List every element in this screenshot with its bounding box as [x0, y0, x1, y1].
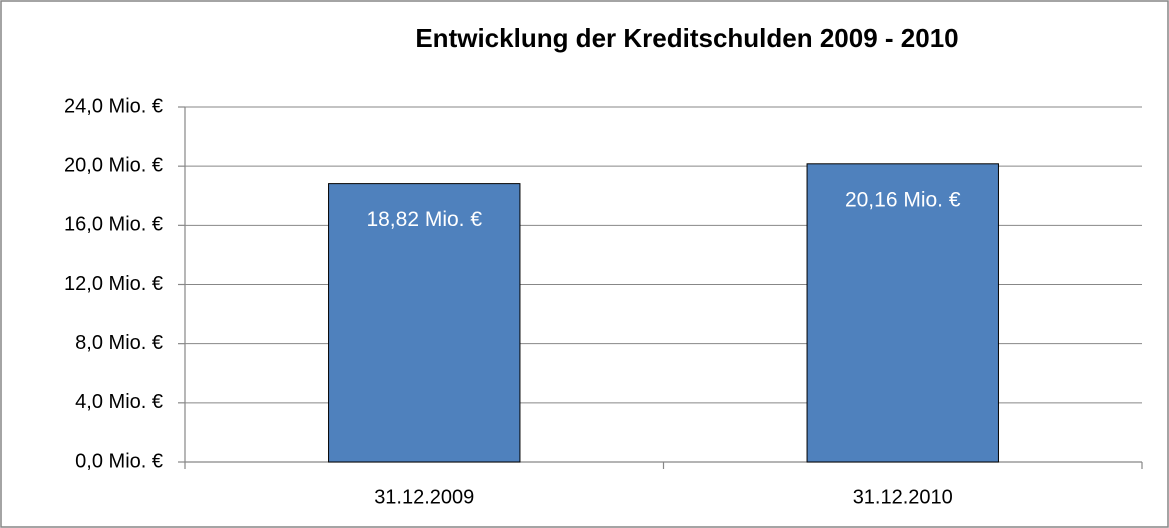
y-tick-label: 16,0 Mio. € — [64, 214, 163, 236]
y-tick-label: 8,0 Mio. € — [75, 332, 163, 354]
chart-title: Entwicklung der Kreditschulden 2009 - 20… — [415, 23, 958, 53]
y-tick-label: 24,0 Mio. € — [64, 95, 163, 117]
value-label: 18,82 Mio. € — [366, 208, 482, 231]
x-tick-label: 31.12.2010 — [853, 486, 953, 508]
x-tick-label: 31.12.2009 — [374, 486, 474, 508]
bar — [328, 183, 521, 463]
bar — [806, 163, 999, 463]
y-tick-label: 4,0 Mio. € — [75, 391, 163, 413]
y-tick-label: 20,0 Mio. € — [64, 154, 163, 176]
value-label: 20,16 Mio. € — [845, 188, 961, 211]
y-tick-label: 12,0 Mio. € — [64, 273, 163, 295]
y-tick-label: 0,0 Mio. € — [75, 450, 163, 472]
